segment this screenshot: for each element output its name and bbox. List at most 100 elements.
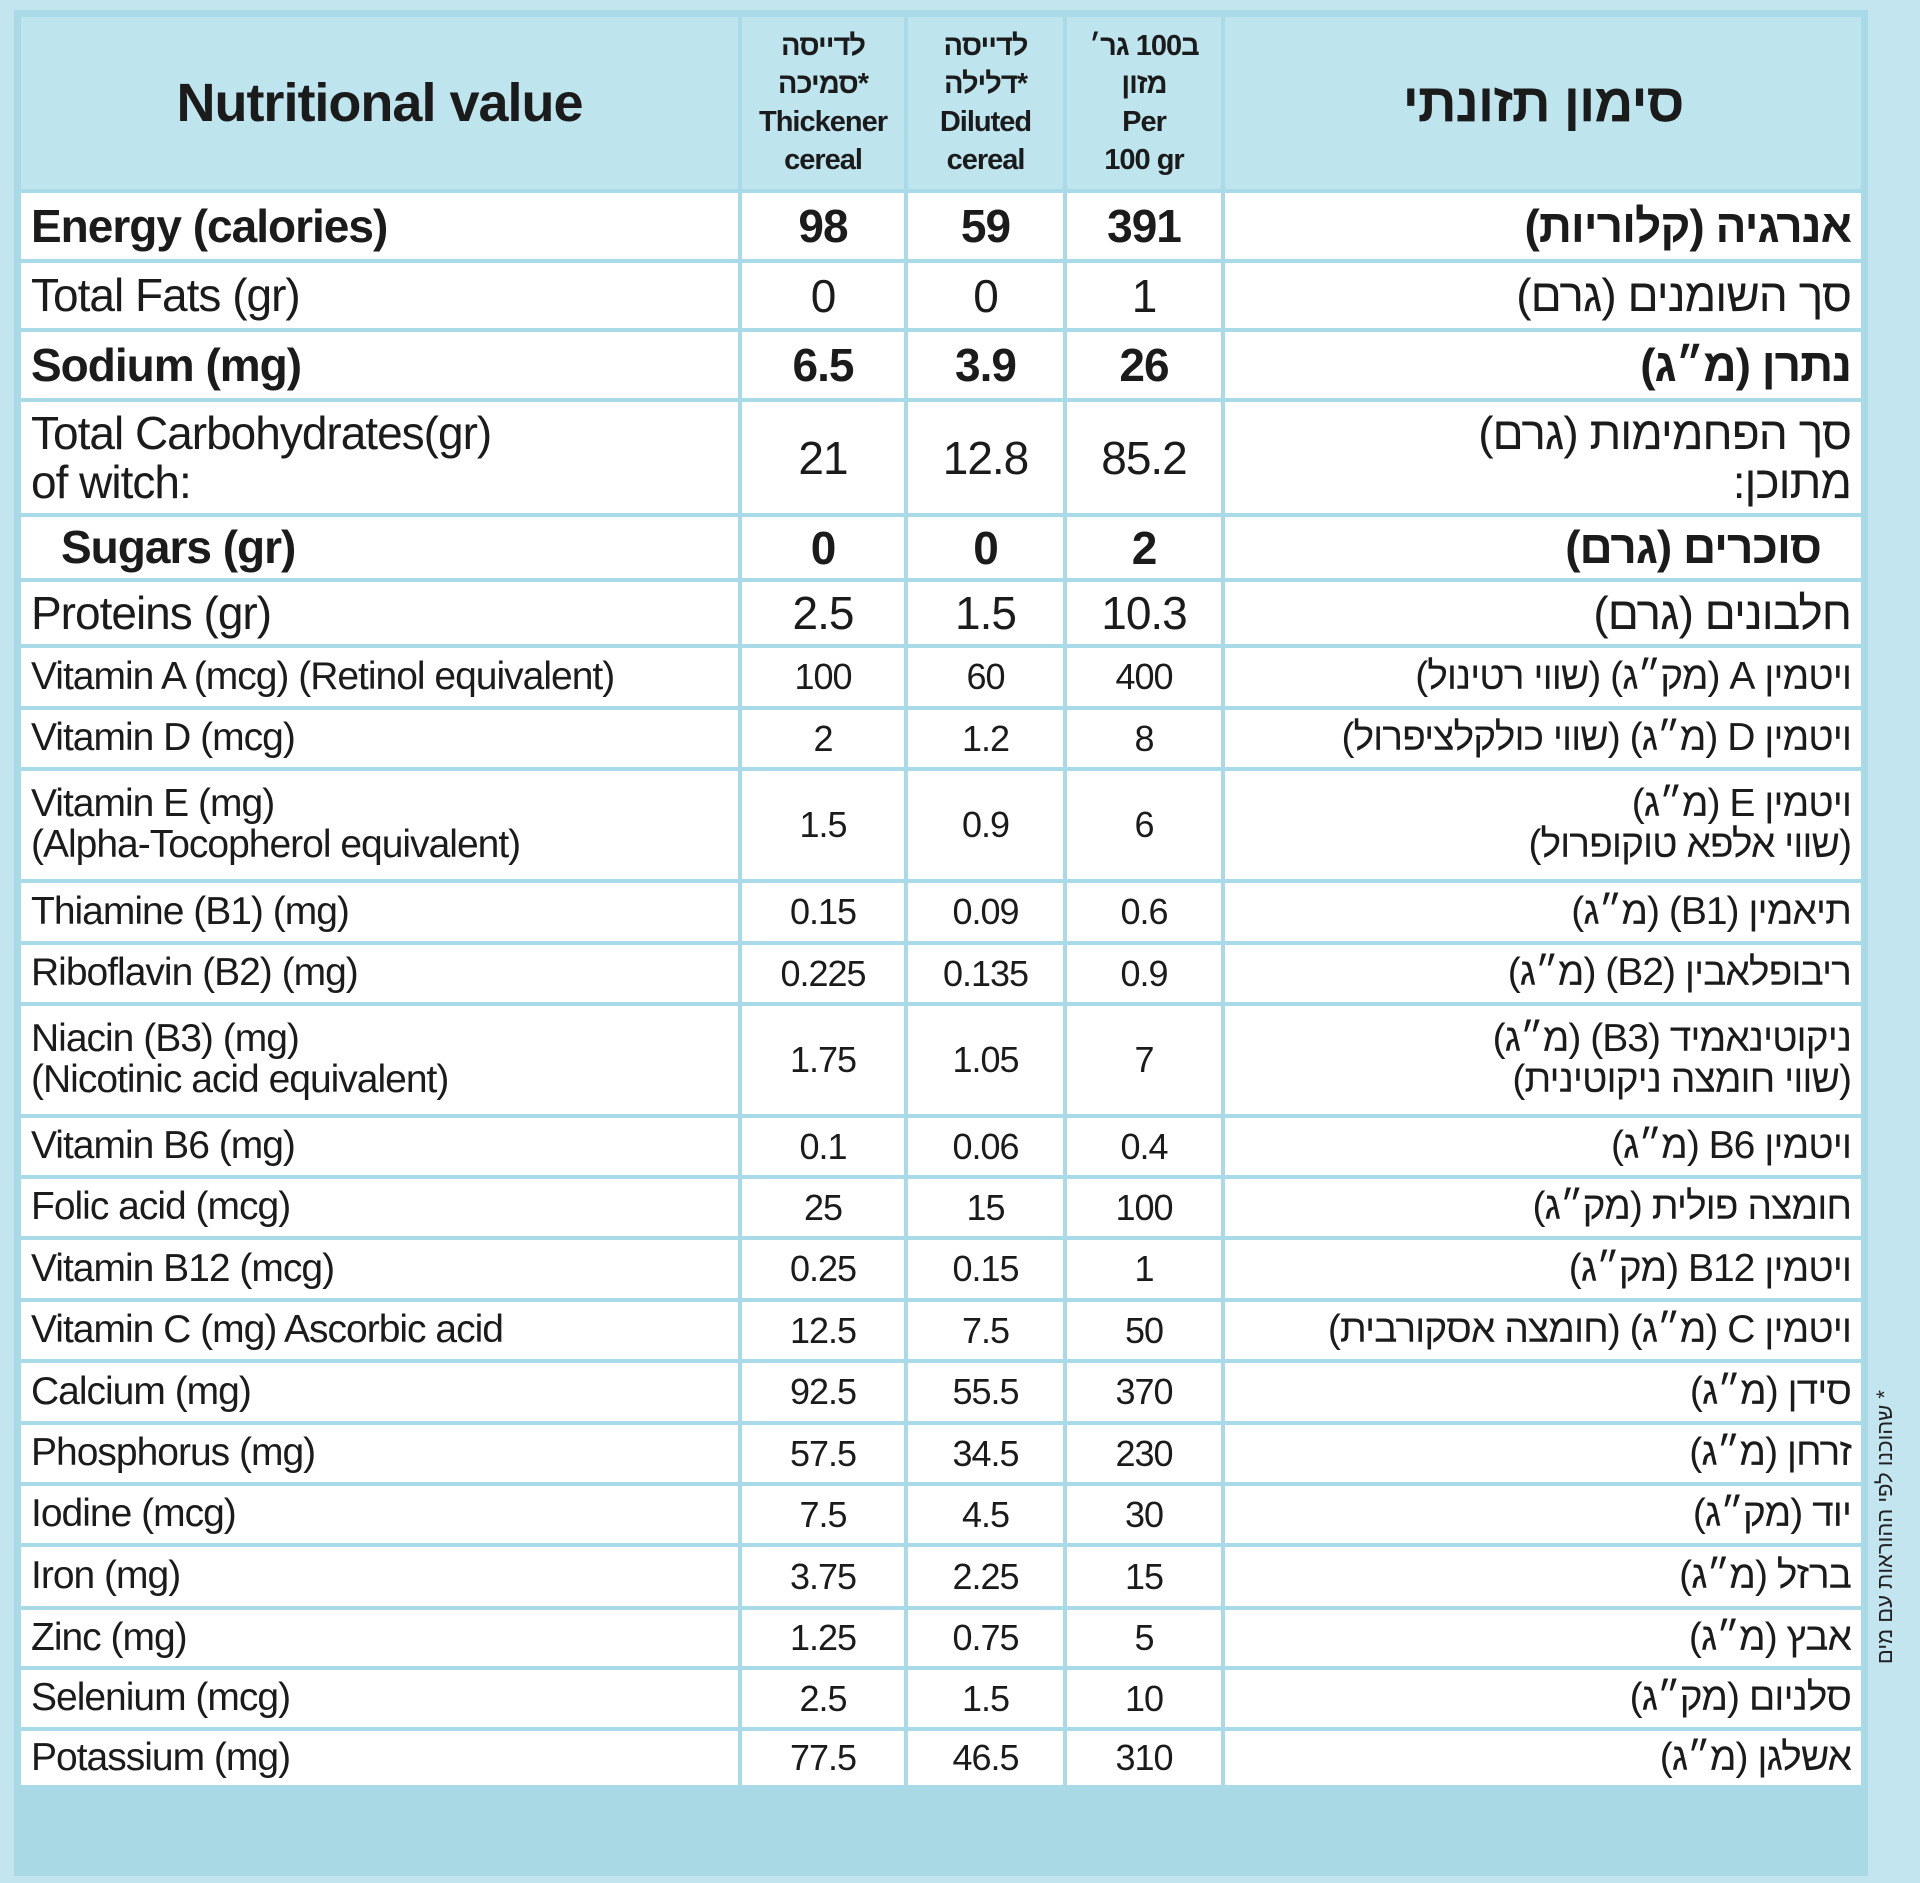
nutrient-english: Selenium (mcg) (17, 1666, 742, 1731)
nutrient-hebrew: ויטמין D (מ״ג) (שווי כולקלציפרול) (1221, 706, 1865, 771)
nutrient-hebrew: ויטמין B6 (מ״ג) (1221, 1114, 1865, 1179)
nutrient-hebrew: יוד (מק״ג) (1221, 1482, 1865, 1547)
value-diluted: 60 (904, 644, 1067, 710)
nutrient-english: Vitamin E (mg) (Alpha-Tocopherol equival… (17, 767, 742, 883)
nutrition-table: Nutritional value לדייסה סמיכה* Thickene… (17, 13, 1865, 1789)
nutrient-hebrew: זרחן (מ״ג) (1221, 1421, 1865, 1486)
nutrient-hebrew: ויטמין C (מ״ג) (חומצה אסקורבית) (1221, 1298, 1865, 1363)
value-per100: 26 (1063, 328, 1225, 402)
value-per100: 7 (1063, 1002, 1225, 1118)
nutrient-row: Folic acid (mcg) 25 15 100 חומצה פולית (מק״ג… (17, 1175, 1865, 1240)
nutrient-row: Total Fats (gr) 0 0 1 סך השומנים (גרם) (17, 259, 1865, 332)
value-thickener: 0 (738, 513, 908, 582)
value-per100: 85.2 (1063, 398, 1225, 517)
nutrient-english: Niacin (B3) (mg) (Nicotinic acid equival… (17, 1002, 742, 1118)
nutrient-english: Total Carbohydrates(gr) of witch: (17, 398, 742, 517)
nutrient-english: Vitamin A (mcg) (Retinol equivalent) (17, 644, 742, 710)
value-per100: 6 (1063, 767, 1225, 883)
value-thickener: 0.25 (738, 1236, 908, 1302)
nutrient-english: Sugars (gr) (17, 513, 742, 582)
nutrient-english: Sodium (mg) (17, 328, 742, 402)
value-diluted: 0.15 (904, 1236, 1067, 1302)
value-diluted: 1.05 (904, 1002, 1067, 1118)
nutrient-row: Total Carbohydrates(gr) of witch: 21 12.8 8… (17, 398, 1865, 517)
value-thickener: 0.225 (738, 941, 908, 1006)
value-per100: 400 (1063, 644, 1225, 710)
footnote: * שהוכנו לפי ההוראות עם מים (1872, 1390, 1897, 1665)
value-thickener: 92.5 (738, 1359, 908, 1425)
value-thickener: 0 (738, 259, 908, 332)
nutrient-english: Thiamine (B1) (mg) (17, 879, 742, 945)
value-thickener: 98 (738, 189, 908, 263)
value-thickener: 2.5 (738, 578, 908, 648)
nutrient-english: Iodine (mcg) (17, 1482, 742, 1547)
value-diluted: 7.5 (904, 1298, 1067, 1363)
nutrient-english: Iron (mg) (17, 1543, 742, 1610)
value-thickener: 0.15 (738, 879, 908, 945)
value-thickener: 0.1 (738, 1114, 908, 1179)
nutrient-hebrew: אבץ (מ״ג) (1221, 1606, 1865, 1670)
value-per100: 0.4 (1063, 1114, 1225, 1179)
nutrient-row: Vitamin B12 (mcg) 0.25 0.15 1 ויטמין B12 (מק… (17, 1236, 1865, 1302)
value-diluted: 0 (904, 513, 1067, 582)
value-thickener: 2 (738, 706, 908, 771)
value-diluted: 4.5 (904, 1482, 1067, 1547)
nutrient-row: Iodine (mcg) 7.5 4.5 30 יוד (מק״ג) (17, 1482, 1865, 1547)
nutrient-hebrew: ויטמין B12 (מק״ג) (1221, 1236, 1865, 1302)
nutrient-hebrew: חומצה פולית (מק״ג) (1221, 1175, 1865, 1240)
value-thickener: 77.5 (738, 1727, 908, 1789)
nutrient-row: Zinc (mg) 1.25 0.75 5 אבץ (מ״ג) (17, 1606, 1865, 1670)
nutrient-english: Vitamin C (mg) Ascorbic acid (17, 1298, 742, 1363)
value-diluted: 0.75 (904, 1606, 1067, 1670)
nutrient-hebrew: סך הפחמימות (גרם) מתוכן: (1221, 398, 1865, 517)
value-thickener: 12.5 (738, 1298, 908, 1363)
value-per100: 310 (1063, 1727, 1225, 1789)
value-thickener: 57.5 (738, 1421, 908, 1486)
nutrient-english: Proteins (gr) (17, 578, 742, 648)
nutrient-row: Proteins (gr) 2.5 1.5 10.3 חלבונים (גרם) (17, 578, 1865, 648)
value-diluted: 46.5 (904, 1727, 1067, 1789)
nutrient-row: Sugars (gr) 0 0 2 סוכרים (גרם) (17, 513, 1865, 582)
nutrient-hebrew: נתרן (מ״ג) (1221, 328, 1865, 402)
header-thickener: לדייסה סמיכה* Thickener cereal (738, 13, 908, 193)
value-thickener: 3.75 (738, 1543, 908, 1610)
value-thickener: 100 (738, 644, 908, 710)
header-diluted: לדייסה דלילה* Diluted cereal (904, 13, 1067, 193)
value-per100: 10.3 (1063, 578, 1225, 648)
nutrient-hebrew: אנרגיה (קלוריות) (1221, 189, 1865, 263)
value-thickener: 1.5 (738, 767, 908, 883)
nutrient-hebrew: ויטמין E (מ״ג) (שווי אלפא טוקופרול) (1221, 767, 1865, 883)
nutrient-english: Folic acid (mcg) (17, 1175, 742, 1240)
value-diluted: 0.06 (904, 1114, 1067, 1179)
value-thickener: 1.25 (738, 1606, 908, 1670)
header-english: Nutritional value (17, 13, 742, 193)
table-frame: Nutritional value לדייסה סמיכה* Thickene… (14, 10, 1868, 1876)
value-thickener: 1.75 (738, 1002, 908, 1118)
value-per100: 30 (1063, 1482, 1225, 1547)
header-row: Nutritional value לדייסה סמיכה* Thickene… (17, 13, 1865, 193)
value-diluted: 55.5 (904, 1359, 1067, 1425)
nutrient-english: Vitamin D (mcg) (17, 706, 742, 771)
nutrient-row: Potassium (mg) 77.5 46.5 310 אשלגן (מ״ג) (17, 1727, 1865, 1789)
value-per100: 10 (1063, 1666, 1225, 1731)
header-hebrew: סימון תזונתי (1221, 13, 1865, 193)
nutrient-hebrew: סלניום (מק״ג) (1221, 1666, 1865, 1731)
nutrient-english: Total Fats (gr) (17, 259, 742, 332)
nutrient-hebrew: חלבונים (גרם) (1221, 578, 1865, 648)
value-diluted: 15 (904, 1175, 1067, 1240)
value-diluted: 0.9 (904, 767, 1067, 883)
value-per100: 15 (1063, 1543, 1225, 1610)
value-per100: 391 (1063, 189, 1225, 263)
nutrient-hebrew: אשלגן (מ״ג) (1221, 1727, 1865, 1789)
nutrient-hebrew: ניקוטינאמיד (B3) (מ״ג) (שווי חומצה ניקוט… (1221, 1002, 1865, 1118)
nutrient-row: Vitamin B6 (mg) 0.1 0.06 0.4 ויטמין B6 (מ״ג) (17, 1114, 1865, 1179)
nutrient-hebrew: ברזל (מ״ג) (1221, 1543, 1865, 1610)
value-per100: 100 (1063, 1175, 1225, 1240)
nutrient-row: Iron (mg) 3.75 2.25 15 ברזל (מ״ג) (17, 1543, 1865, 1610)
nutrient-row: Selenium (mcg) 2.5 1.5 10 סלניום (מק״ג) (17, 1666, 1865, 1731)
value-diluted: 0 (904, 259, 1067, 332)
value-diluted: 34.5 (904, 1421, 1067, 1486)
value-per100: 0.6 (1063, 879, 1225, 945)
nutrient-english: Zinc (mg) (17, 1606, 742, 1670)
